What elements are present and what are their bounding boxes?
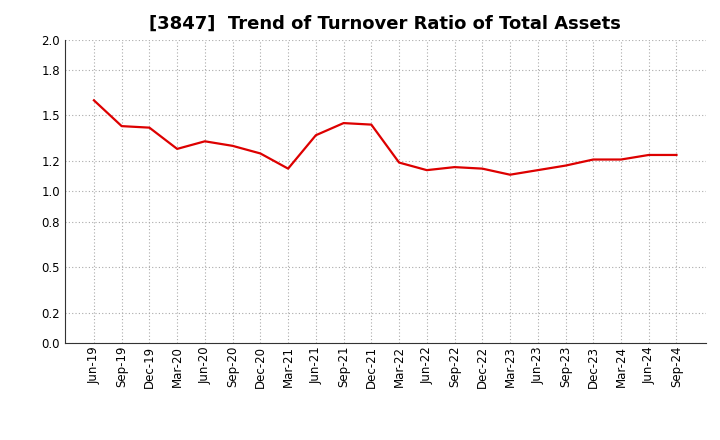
Title: [3847]  Trend of Turnover Ratio of Total Assets: [3847] Trend of Turnover Ratio of Total … xyxy=(149,15,621,33)
